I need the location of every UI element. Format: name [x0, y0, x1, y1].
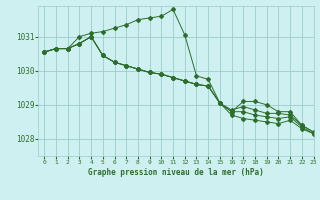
- X-axis label: Graphe pression niveau de la mer (hPa): Graphe pression niveau de la mer (hPa): [88, 168, 264, 177]
